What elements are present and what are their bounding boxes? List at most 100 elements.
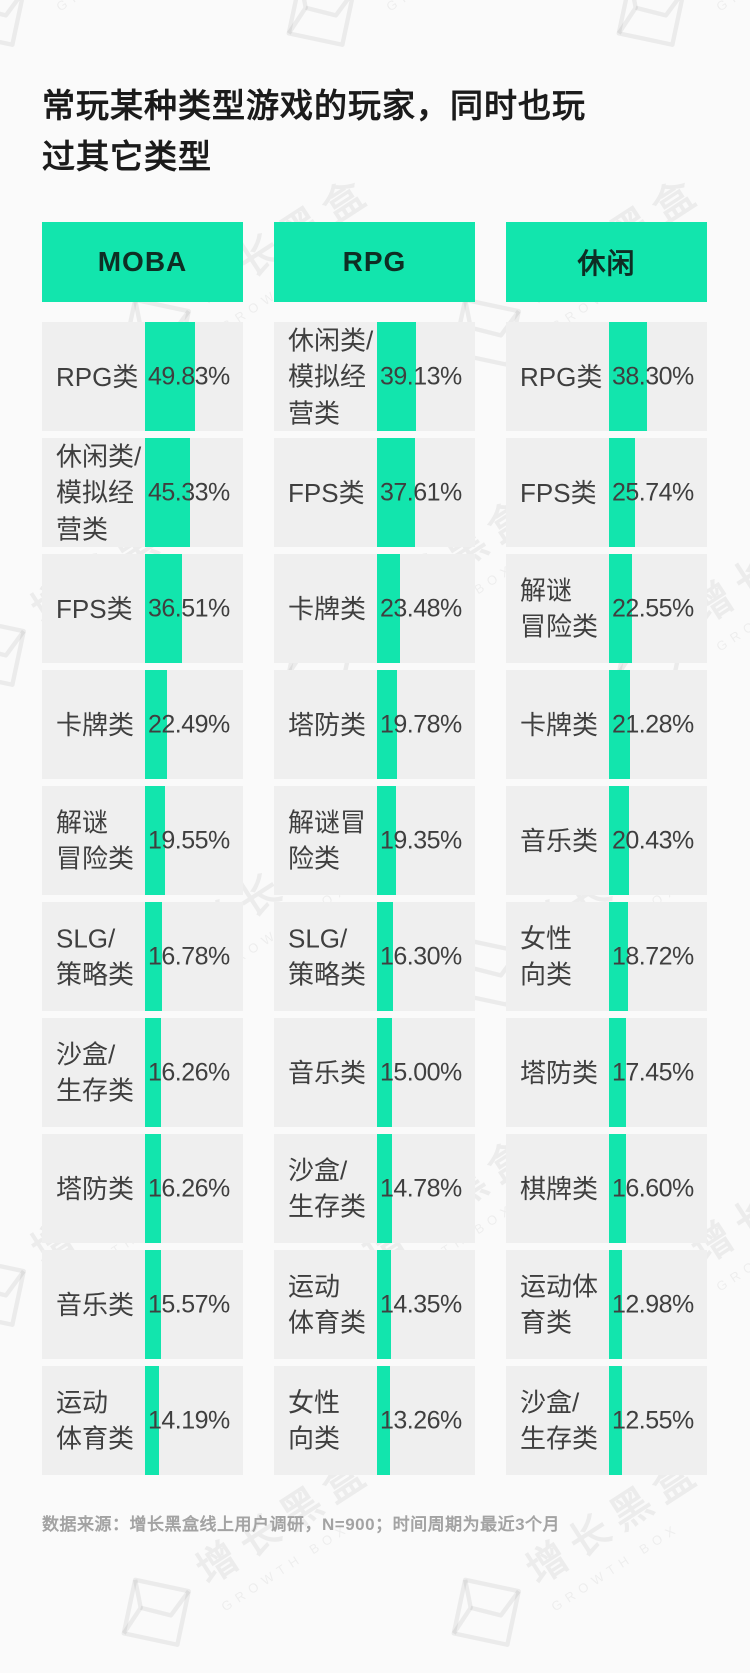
category-rows: 休闲类/ 模拟经 营类 39.13% FPS类 37.61% 卡牌类 23.48% 塔防类 1… (274, 322, 475, 1476)
value-bar (609, 902, 628, 1012)
column-header: RPG (274, 222, 475, 303)
value-bar (377, 438, 415, 548)
value-label: 19.55% (148, 826, 230, 855)
value-label: 12.55% (612, 1406, 694, 1435)
value-label: 16.26% (148, 1058, 230, 1087)
column-header: MOBA (42, 222, 243, 303)
category-row: 休闲类/ 模拟经 营类 45.33% (42, 438, 243, 548)
value-label: 22.55% (612, 594, 694, 623)
category-label: RPG类 (520, 361, 603, 392)
category-label: 解谜 冒险类 (56, 807, 135, 874)
category-row: 运动 体育类 14.35% (274, 1250, 475, 1360)
value-bar (609, 1134, 626, 1244)
value-label: 25.74% (612, 478, 694, 507)
category-label: 解谜 冒险类 (520, 575, 599, 642)
category-label: SLG/ 策略类 (288, 923, 367, 990)
category-row: 卡牌类 23.48% (274, 554, 475, 664)
category-rows: RPG类 38.30% FPS类 25.74% 解谜 冒险类 22.55% 卡牌类 21.28… (506, 322, 707, 1476)
value-bar (609, 322, 648, 432)
value-label: 15.00% (380, 1058, 462, 1087)
category-label: 沙盒/ 生存类 (288, 1155, 367, 1222)
category-row: 沙盒/ 生存类 16.26% (42, 1018, 243, 1128)
category-label: SLG/ 策略类 (56, 923, 135, 990)
category-row: 卡牌类 21.28% (506, 670, 707, 780)
category-label: 音乐类 (288, 1057, 367, 1088)
category-label: RPG类 (56, 361, 139, 392)
category-row: SLG/ 策略类 16.30% (274, 902, 475, 1012)
category-row: 女性 向类 13.26% (274, 1366, 475, 1476)
value-bar (377, 322, 417, 432)
category-row: SLG/ 策略类 16.78% (42, 902, 243, 1012)
data-source-note: 数据来源：增长黑盒线上用户调研，N=900；时间周期为最近3个月 (42, 1515, 561, 1535)
value-label: 17.45% (612, 1058, 694, 1087)
column-moba: MOBA RPG类 49.83% 休闲类/ 模拟经 营类 45.33% FPS类 36.51… (42, 222, 243, 1476)
value-label: 16.30% (380, 942, 462, 971)
value-bar (377, 1018, 392, 1128)
category-row: 解谜 冒险类 22.55% (506, 554, 707, 664)
category-label: 解谜冒 险类 (288, 807, 367, 874)
value-label: 20.43% (612, 826, 694, 855)
category-row: 解谜 冒险类 19.55% (42, 786, 243, 896)
value-label: 15.57% (148, 1290, 230, 1319)
category-row: 音乐类 15.00% (274, 1018, 475, 1128)
value-bar (145, 1018, 162, 1128)
value-bar (145, 1134, 162, 1244)
category-row: 卡牌类 22.49% (42, 670, 243, 780)
value-bar (145, 670, 168, 780)
category-label: FPS类 (288, 477, 365, 508)
value-bar (145, 554, 182, 664)
category-label: 卡牌类 (288, 593, 367, 624)
category-label: 音乐类 (520, 825, 599, 856)
value-bar (377, 1366, 391, 1476)
value-bar (145, 438, 191, 548)
category-row: 音乐类 15.57% (42, 1250, 243, 1360)
category-label: 休闲类/ 模拟经 营类 (56, 441, 142, 545)
value-bar (377, 786, 397, 896)
category-row: RPG类 38.30% (506, 322, 707, 432)
infographic: 常玩某种类型游戏的玩家，同时也玩 过其它类型 MOBA RPG类 49.83% 休闲类… (42, 87, 708, 1535)
category-row: 音乐类 20.43% (506, 786, 707, 896)
value-label: 18.72% (612, 942, 694, 971)
value-bar (377, 670, 397, 780)
category-label: 女性 向类 (288, 1387, 341, 1454)
value-label: 16.60% (612, 1174, 694, 1203)
value-bar (145, 1250, 161, 1360)
category-label: 沙盒/ 生存类 (56, 1039, 135, 1106)
category-label: FPS类 (56, 593, 133, 624)
category-row: 塔防类 17.45% (506, 1018, 707, 1128)
category-label: 沙盒/ 生存类 (520, 1387, 599, 1454)
column-休闲: 休闲 RPG类 38.30% FPS类 25.74% 解谜 冒险类 22.55% 卡牌类 21.… (506, 222, 707, 1476)
value-bar (145, 786, 165, 896)
value-label: 21.28% (612, 710, 694, 739)
value-bar (609, 1250, 622, 1360)
value-label: 37.61% (380, 478, 462, 507)
value-bar (377, 554, 401, 664)
category-row: 沙盒/ 生存类 14.78% (274, 1134, 475, 1244)
value-label: 38.30% (612, 362, 694, 391)
category-label: FPS类 (520, 477, 597, 508)
value-label: 14.19% (148, 1406, 230, 1435)
category-label: 卡牌类 (56, 709, 135, 740)
column-rpg: RPG 休闲类/ 模拟经 营类 39.13% FPS类 37.61% 卡牌类 23.48% 塔… (274, 222, 475, 1476)
value-bar (609, 670, 631, 780)
category-label: 棋牌类 (520, 1173, 599, 1204)
value-label: 16.78% (148, 942, 230, 971)
category-label: 运动 体育类 (56, 1387, 135, 1454)
value-label: 39.13% (380, 362, 462, 391)
category-row: 解谜冒 险类 19.35% (274, 786, 475, 896)
value-bar (145, 902, 162, 1012)
value-label: 19.78% (380, 710, 462, 739)
value-bar (377, 1250, 392, 1360)
value-label: 13.26% (380, 1406, 462, 1435)
category-label: 运动体 育类 (520, 1271, 599, 1338)
columns: MOBA RPG类 49.83% 休闲类/ 模拟经 营类 45.33% FPS类 36.51… (42, 222, 708, 1476)
value-bar (609, 1366, 622, 1476)
category-row: 棋牌类 16.60% (506, 1134, 707, 1244)
category-row: FPS类 25.74% (506, 438, 707, 548)
category-row: 运动 体育类 14.19% (42, 1366, 243, 1476)
value-bar (145, 1366, 160, 1476)
category-row: 运动体 育类 12.98% (506, 1250, 707, 1360)
value-bar (609, 786, 630, 896)
column-header: 休闲 (506, 222, 707, 303)
category-label: 塔防类 (288, 709, 367, 740)
